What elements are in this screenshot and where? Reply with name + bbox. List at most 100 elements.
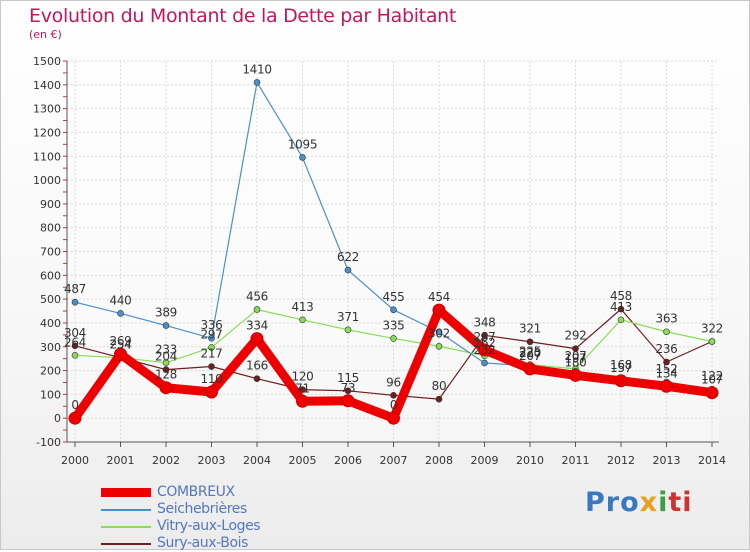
data-label: 262: [473, 336, 495, 350]
data-label: 0: [390, 398, 397, 412]
data-point: [708, 338, 716, 345]
data-point: [341, 394, 355, 408]
x-tick-label: 2007: [380, 454, 408, 467]
y-tick-label: 1100: [33, 150, 61, 163]
data-label: 336: [200, 318, 222, 332]
data-point: [208, 334, 215, 342]
data-point: [344, 266, 352, 274]
data-point: [481, 359, 488, 367]
data-point: [159, 381, 173, 395]
data-point: [253, 79, 261, 86]
data-label: 71: [295, 381, 310, 395]
data-point: [569, 368, 582, 382]
data-label: 157: [610, 361, 632, 375]
data-label: 371: [337, 310, 359, 324]
data-label: 107: [701, 373, 723, 387]
x-tick-label: 2013: [653, 454, 681, 467]
data-point: [162, 366, 170, 373]
y-tick-label: 1200: [33, 126, 61, 139]
data-label: 458: [610, 289, 632, 303]
data-label: 322: [701, 322, 723, 336]
data-label: 152: [655, 362, 677, 376]
data-label: 0: [71, 398, 78, 412]
data-label: 348: [473, 315, 495, 329]
data-point: [253, 375, 261, 382]
y-tick-label: 600: [40, 269, 61, 282]
data-label: 297: [200, 327, 222, 341]
data-label: 334: [246, 319, 268, 333]
legend-swatch: [101, 509, 151, 511]
data-label: 455: [382, 290, 404, 304]
y-tick-label: 800: [40, 222, 61, 235]
x-tick-label: 2012: [607, 454, 635, 467]
data-point: [435, 342, 443, 350]
data-point: [390, 306, 397, 314]
x-tick-label: 2000: [61, 454, 89, 467]
data-point: [526, 338, 534, 346]
legend-swatch: [101, 526, 151, 528]
data-point: [299, 154, 306, 161]
data-point: [296, 394, 309, 408]
data-label: 413: [610, 300, 632, 314]
data-point: [481, 332, 488, 339]
data-point: [117, 310, 124, 317]
x-tick-label: 2005: [289, 454, 317, 467]
legend-swatch: [101, 543, 151, 545]
data-label: 110: [200, 372, 222, 386]
data-label: 207: [564, 349, 586, 363]
series-lines: [68, 79, 719, 425]
data-label: 254: [109, 338, 131, 352]
data-label: 180: [564, 355, 586, 369]
legend-label: Sury-aux-Bois: [157, 535, 249, 551]
data-label: 440: [109, 293, 131, 307]
data-point: [344, 387, 352, 395]
axes: -100010020030040050060070080090010001100…: [33, 55, 726, 467]
y-tick-label: 300: [40, 341, 61, 354]
data-point: [572, 345, 579, 352]
data-point: [614, 374, 628, 388]
proxiti-logo: Proxiti: [585, 487, 693, 518]
data-point: [71, 342, 79, 350]
y-tick-label: 700: [40, 246, 61, 259]
x-tick-label: 2006: [334, 454, 362, 467]
data-label: 335: [382, 318, 404, 332]
y-tick-label: 200: [40, 365, 61, 378]
data-label: 204: [155, 350, 177, 364]
data-label: 122: [701, 369, 723, 383]
y-tick-label: -100: [36, 436, 61, 449]
data-label: 166: [246, 359, 268, 373]
data-label: 232: [473, 343, 495, 357]
data-point: [250, 332, 264, 346]
data-label: 389: [155, 306, 177, 320]
data-point: [205, 385, 218, 399]
data-label: 134: [655, 366, 677, 380]
data-label: 487: [64, 282, 86, 296]
data-point: [432, 303, 446, 317]
y-tick-label: 500: [40, 293, 61, 306]
legend-swatch: [101, 488, 151, 497]
data-point: [435, 395, 443, 403]
data-point: [705, 386, 719, 400]
data-point: [114, 347, 127, 361]
data-label: 207: [519, 349, 541, 363]
chart-title: Evolution du Montant de la Dette par Hab…: [29, 5, 457, 27]
data-label: 321: [519, 322, 541, 336]
data-label: 1410: [242, 62, 271, 76]
x-tick-label: 2004: [243, 454, 271, 467]
data-label: 1095: [288, 137, 317, 151]
y-tick-label: 1500: [33, 55, 61, 68]
data-point: [162, 322, 170, 329]
y-tick-label: 0: [54, 412, 61, 425]
data-point: [435, 328, 443, 336]
x-tick-label: 2001: [107, 454, 135, 467]
y-tick-label: 1300: [33, 103, 61, 116]
data-label: 454: [428, 290, 450, 304]
x-tick-label: 2009: [471, 454, 499, 467]
data-label: 254: [109, 338, 131, 352]
data-label: 120: [291, 370, 313, 384]
y-tick-label: 900: [40, 198, 61, 211]
data-point: [71, 298, 79, 306]
data-point: [663, 328, 670, 336]
